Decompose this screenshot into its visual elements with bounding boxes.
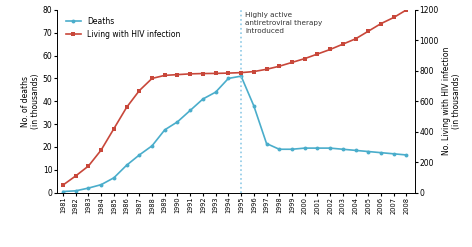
Deaths	[124, 164, 129, 167]
Living with HIV infection	[365, 30, 371, 33]
Living with HIV infection	[391, 16, 396, 19]
Living with HIV infection	[340, 43, 346, 46]
Living with HIV infection	[314, 53, 320, 56]
Living with HIV infection	[200, 72, 206, 75]
Living with HIV infection	[85, 165, 91, 167]
Living with HIV infection	[136, 89, 142, 92]
Deaths	[314, 147, 320, 150]
Living with HIV infection	[264, 68, 270, 71]
Line: Deaths: Deaths	[61, 74, 408, 193]
Living with HIV infection	[277, 65, 282, 68]
Line: Living with HIV infection: Living with HIV infection	[61, 8, 408, 187]
Living with HIV infection	[404, 8, 409, 11]
Deaths	[98, 183, 104, 186]
Deaths	[277, 148, 282, 151]
Deaths	[136, 153, 142, 156]
Deaths	[238, 75, 244, 78]
Deaths	[200, 98, 206, 101]
Deaths	[111, 176, 117, 179]
Deaths	[302, 147, 308, 150]
Living with HIV infection	[73, 174, 78, 177]
Deaths	[226, 77, 231, 80]
Legend: Deaths, Living with HIV infection: Deaths, Living with HIV infection	[64, 16, 182, 41]
Deaths	[73, 189, 78, 192]
Living with HIV infection	[98, 148, 104, 151]
Living with HIV infection	[378, 22, 384, 25]
Living with HIV infection	[213, 72, 219, 75]
Deaths	[251, 104, 257, 107]
Deaths	[404, 153, 409, 156]
Living with HIV infection	[60, 184, 66, 186]
Living with HIV infection	[187, 72, 193, 75]
Deaths	[340, 148, 346, 151]
Living with HIV infection	[327, 48, 333, 51]
Deaths	[353, 149, 358, 152]
Living with HIV infection	[353, 37, 358, 40]
Living with HIV infection	[124, 106, 129, 109]
Deaths	[378, 151, 384, 154]
Living with HIV infection	[302, 57, 308, 60]
Deaths	[85, 187, 91, 190]
Deaths	[327, 147, 333, 150]
Deaths	[264, 142, 270, 145]
Living with HIV infection	[149, 77, 155, 80]
Deaths	[365, 150, 371, 153]
Deaths	[149, 144, 155, 147]
Deaths	[187, 109, 193, 112]
Deaths	[213, 91, 219, 94]
Y-axis label: No. Living with HIV infection
(in thousands): No. Living with HIV infection (in thousa…	[442, 47, 461, 155]
Living with HIV infection	[226, 72, 231, 75]
Deaths	[289, 148, 295, 151]
Living with HIV infection	[162, 74, 168, 77]
Y-axis label: No. of deaths
(in thousands): No. of deaths (in thousands)	[21, 74, 40, 129]
Living with HIV infection	[238, 71, 244, 74]
Deaths	[60, 190, 66, 193]
Living with HIV infection	[175, 73, 180, 76]
Deaths	[391, 152, 396, 155]
Living with HIV infection	[289, 61, 295, 64]
Living with HIV infection	[111, 127, 117, 130]
Deaths	[162, 128, 168, 131]
Text: Highly active
antiretroviral therapy
introduced: Highly active antiretroviral therapy int…	[245, 12, 322, 34]
Deaths	[175, 120, 180, 123]
Living with HIV infection	[251, 70, 257, 73]
